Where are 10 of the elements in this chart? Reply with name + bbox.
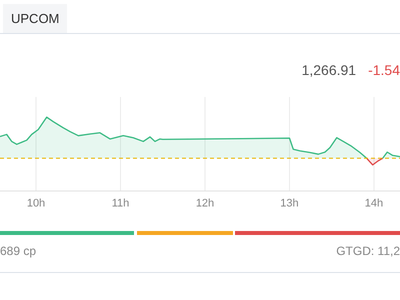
text: 689 cp [0, 244, 36, 258]
text: 1,266.91 [302, 62, 356, 78]
chart-title: UPCOM [3, 4, 68, 33]
text: GTGD: 11,2 [336, 244, 400, 258]
x-tick-label: 12h [196, 197, 214, 210]
x-tick-label: 10h [26, 197, 46, 210]
x-tick-label: 11h [112, 197, 130, 210]
x-tick-label: 13h [280, 197, 299, 210]
x-tick-label: 14h [364, 197, 384, 210]
text: -1.54 [368, 62, 400, 78]
